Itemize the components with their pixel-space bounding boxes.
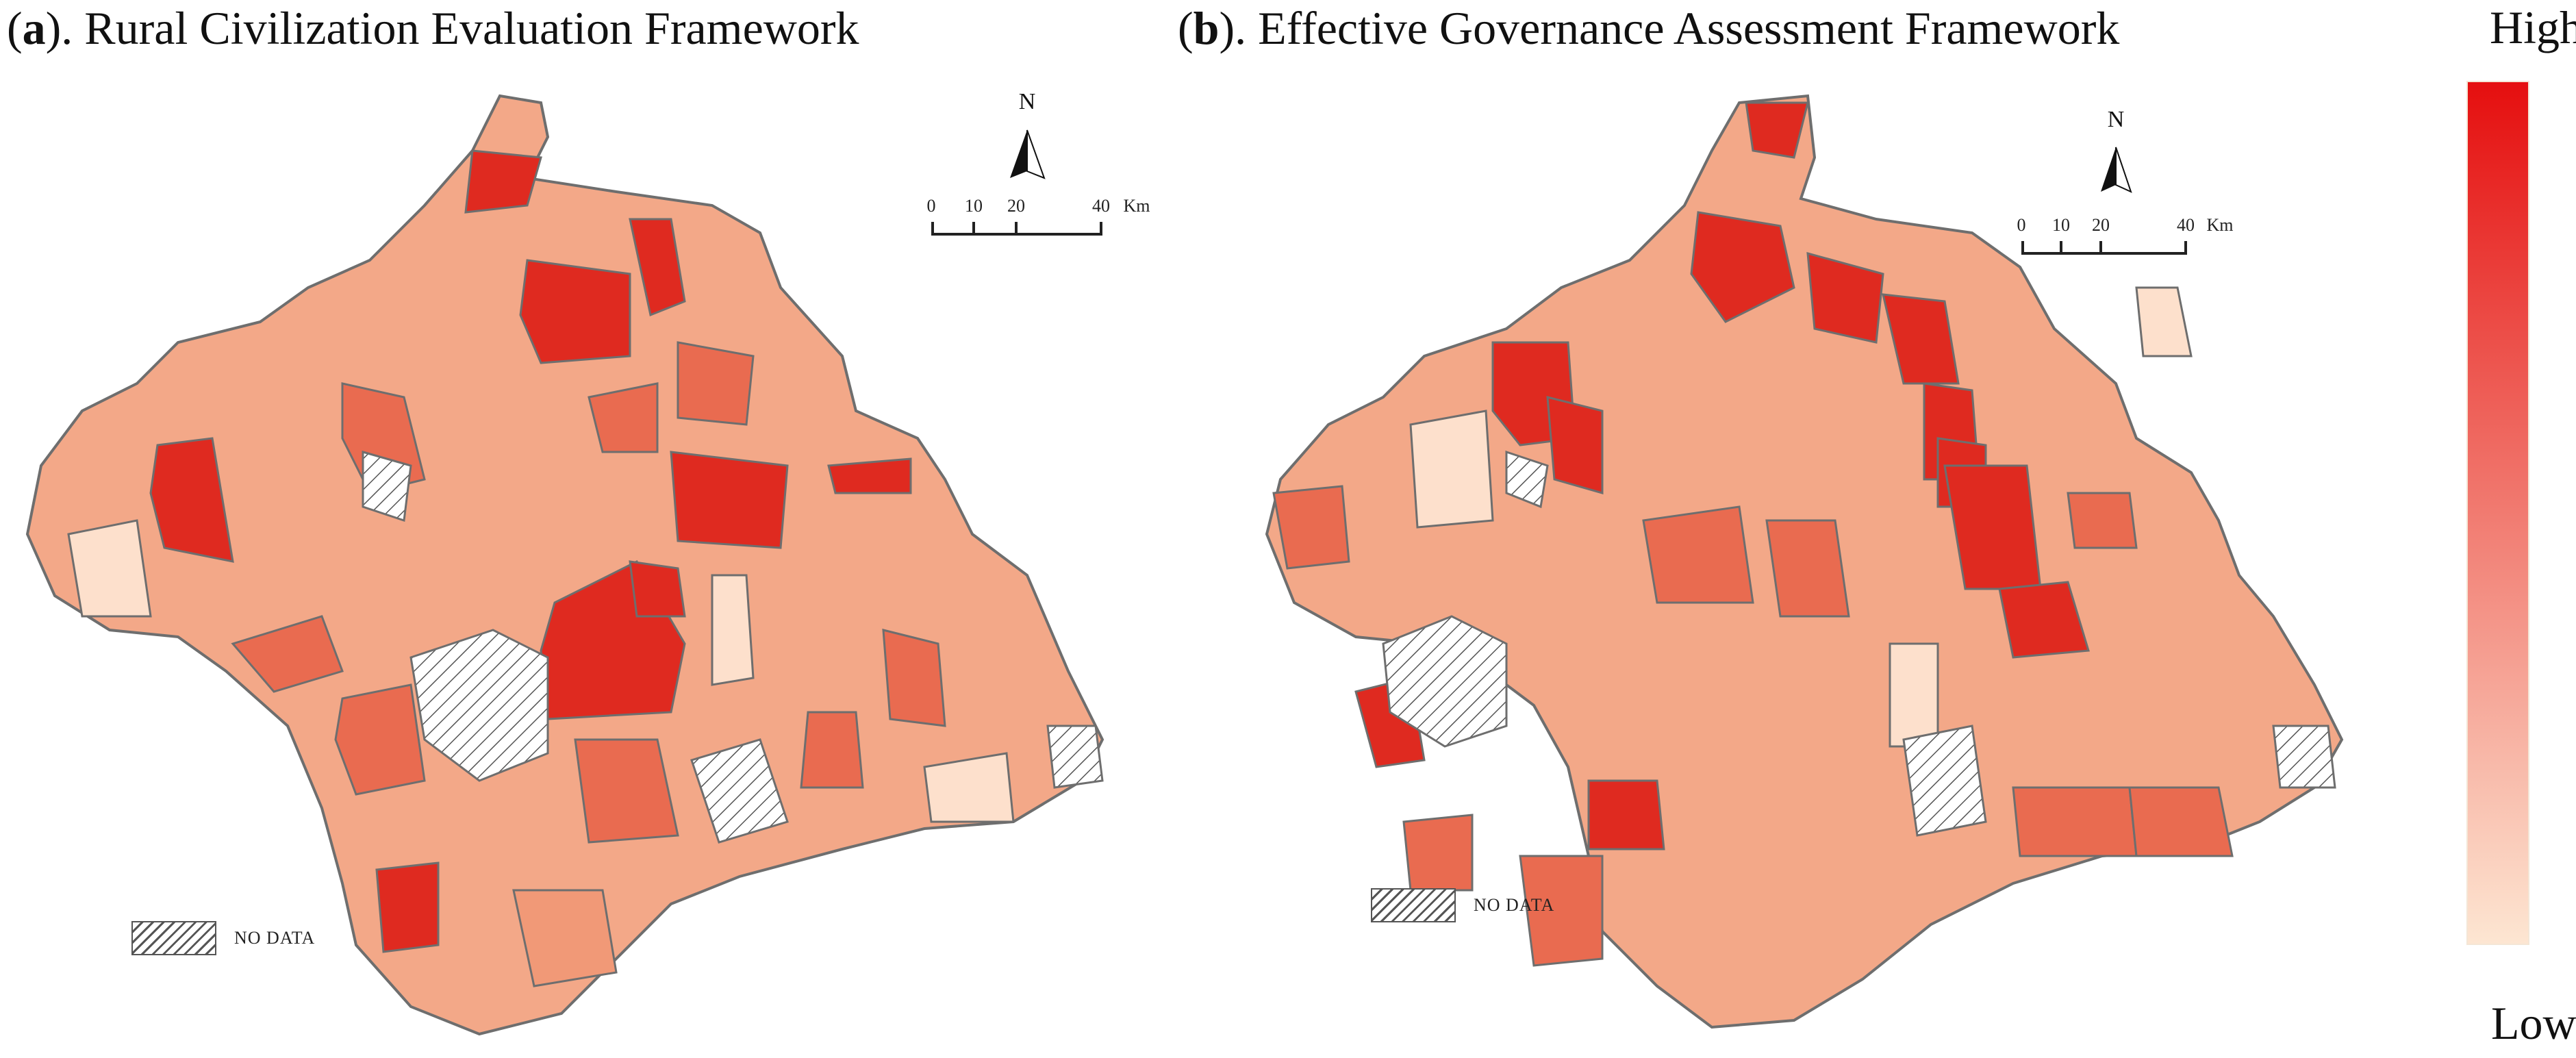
panel-b-nodata-legend: NO DATA bbox=[1371, 888, 1554, 922]
panel-a-region bbox=[149, 437, 234, 563]
scale-label: 40 bbox=[2177, 215, 2195, 235]
panel-a-region bbox=[574, 738, 679, 844]
panel-a-nodata-legend: NO DATA bbox=[131, 921, 315, 955]
panel-b-region bbox=[1587, 779, 1665, 851]
nodata-swatch bbox=[131, 921, 216, 955]
panel-a-north-arrow-outline bbox=[1026, 129, 1046, 179]
panel-b-region bbox=[1882, 293, 1960, 385]
legend-high-label: High bbox=[2490, 1, 2576, 53]
panel-a-letter: a bbox=[22, 2, 46, 54]
panel-b-region bbox=[1690, 211, 1795, 323]
panel-a-region bbox=[464, 149, 542, 214]
scale-label: 20 bbox=[2092, 215, 2110, 235]
panel-b-nodata-area bbox=[1505, 450, 1549, 509]
nodata-label: NO DATA bbox=[1474, 895, 1555, 915]
panel-b-region bbox=[1642, 505, 1754, 604]
scale-label: 40 bbox=[1092, 196, 1110, 216]
panel-b-region bbox=[1745, 101, 1809, 159]
panel-b-scale-bar: 0 10 20 40 Km bbox=[2017, 215, 2254, 255]
panel-b-region bbox=[1546, 396, 1604, 494]
panel-b-region bbox=[1998, 581, 2090, 659]
panel-a-north-label: N bbox=[1018, 89, 1036, 114]
panel-a-region bbox=[334, 683, 426, 796]
panel-a-nodata-area bbox=[409, 629, 549, 782]
panel-b-region bbox=[2067, 492, 2138, 549]
panel-b-nodata-area bbox=[2272, 725, 2336, 789]
panel-b-title: (b). Effective Governance Assessment Fra… bbox=[1178, 2, 2120, 54]
panel-b-north-label: N bbox=[2107, 107, 2125, 132]
panel-b-title-text: ). Effective Governance Assessment Frame… bbox=[1219, 2, 2120, 54]
panel-b-region bbox=[1402, 814, 1474, 892]
scale-label: 10 bbox=[965, 196, 983, 216]
legend-color-ramp bbox=[2466, 81, 2529, 945]
scale-label: 10 bbox=[2052, 215, 2070, 235]
panel-b-map bbox=[1265, 94, 2344, 1029]
panel-a-region bbox=[677, 341, 755, 426]
panel-a-region bbox=[882, 629, 946, 727]
panel-a-scale-bar: 0 10 20 40 Km bbox=[927, 196, 1178, 236]
panel-a-region bbox=[711, 574, 755, 686]
scale-unit: Km bbox=[1123, 196, 1150, 216]
panel-b-region bbox=[1519, 855, 1604, 967]
panel-a-region bbox=[231, 615, 344, 693]
panel-a-map bbox=[25, 94, 1104, 1036]
legend-low-label: Low bbox=[2491, 997, 2576, 1049]
panel-b-north-arrow-outline bbox=[2115, 147, 2132, 193]
panel-b-letter: b bbox=[1193, 2, 1220, 54]
panel-a-region bbox=[588, 382, 659, 453]
panel-a-region bbox=[800, 711, 864, 789]
nodata-label: NO DATA bbox=[234, 928, 316, 948]
panel-b-region bbox=[2135, 286, 2193, 357]
panel-b-nodata-area bbox=[1382, 615, 1508, 748]
panel-a-north-arrow bbox=[1010, 130, 1027, 178]
panel-a-region bbox=[670, 451, 789, 549]
panel-a-nodata-area bbox=[690, 738, 789, 844]
scale-label: 0 bbox=[926, 196, 936, 216]
panel-b-region bbox=[1806, 251, 1884, 344]
panel-a-region bbox=[923, 752, 1015, 823]
panel-b-north-arrow bbox=[2101, 147, 2116, 192]
panel-b-region bbox=[1409, 410, 1494, 529]
scale-unit: Km bbox=[2206, 215, 2234, 235]
scale-label: 0 bbox=[2017, 215, 2026, 235]
panel-a-region bbox=[629, 218, 686, 317]
panel-a-region bbox=[629, 560, 686, 618]
panel-a-nodata-area bbox=[1046, 725, 1104, 789]
panel-b-region bbox=[1889, 642, 1939, 748]
panel-a-region bbox=[375, 861, 440, 953]
panel-a-region bbox=[67, 519, 152, 618]
panel-a-title-text: ). Rural Civilization Evaluation Framewo… bbox=[45, 2, 859, 54]
panel-b-region bbox=[2128, 786, 2234, 857]
nodata-swatch bbox=[1371, 888, 1456, 922]
panel-a-title: (a). Rural Civilization Evaluation Frame… bbox=[7, 2, 859, 54]
panel-b-nodata-area bbox=[1902, 725, 1987, 837]
panel-a-region bbox=[827, 457, 912, 494]
panel-b-region bbox=[2012, 786, 2138, 857]
panel-a-nodata-area bbox=[362, 451, 412, 522]
panel-a-region bbox=[519, 259, 631, 364]
panel-a-region-outline bbox=[25, 94, 1104, 1036]
panel-a-region bbox=[512, 889, 618, 987]
scale-label: 20 bbox=[1007, 196, 1025, 216]
panel-b-region bbox=[1272, 485, 1350, 570]
panel-b-region bbox=[1765, 519, 1850, 618]
